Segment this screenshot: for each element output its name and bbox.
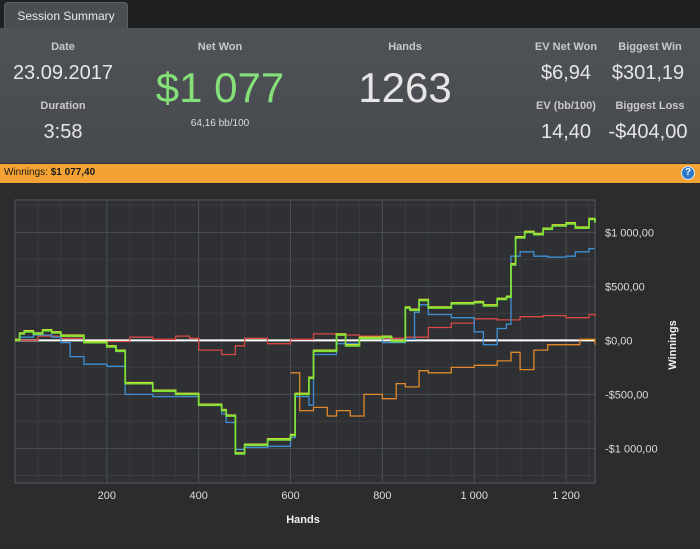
series-lines bbox=[15, 217, 596, 455]
winnings-value: $1 077,40 bbox=[50, 167, 96, 178]
x-tick-label: 200 bbox=[98, 490, 116, 502]
series-line-green bbox=[15, 218, 596, 455]
ev-net-won-label: EV Net Won bbox=[534, 41, 598, 53]
biggest-loss-label: Biggest Loss bbox=[615, 100, 685, 112]
ev-bb100-value: 14,40 bbox=[540, 121, 592, 143]
biggest-loss-value: -$404,00 bbox=[608, 121, 688, 143]
x-tick-label: 400 bbox=[190, 490, 208, 502]
winnings-bar: Winnings: $1 077,40 ? bbox=[0, 164, 700, 183]
net-won-bb100: 64,16 bb/100 bbox=[190, 118, 250, 129]
tab-bar: Session Summary bbox=[0, 0, 700, 28]
ev-net-won-value: $6,94 bbox=[540, 62, 592, 84]
x-axis-label: Hands bbox=[286, 514, 320, 526]
biggest-win-label: Biggest Win bbox=[618, 41, 682, 53]
series-line-blue bbox=[15, 247, 595, 451]
y-tick-label: $500,00 bbox=[605, 281, 645, 293]
tab-session-summary[interactable]: Session Summary bbox=[4, 2, 128, 28]
y-tick-label: -$1 000,00 bbox=[605, 443, 658, 455]
y-tick-label: $1 000,00 bbox=[605, 227, 654, 239]
biggest-win-value: $301,19 bbox=[611, 62, 685, 84]
series-line-orange bbox=[290, 338, 596, 417]
ev-bb100-label: EV (bb/100) bbox=[536, 100, 596, 112]
x-tick-label: 600 bbox=[281, 490, 299, 502]
winnings-chart-area: 200 400 600 800 1 000 1 200 $1 000,00 $500,00 $… bbox=[0, 183, 700, 544]
net-won-label: Net Won bbox=[197, 41, 243, 53]
hands-label: Hands bbox=[388, 41, 422, 53]
winnings-text: Winnings: $1 077,40 bbox=[4, 167, 95, 178]
hands-value: 1263 bbox=[358, 64, 452, 111]
x-tick-label: 1 200 bbox=[552, 490, 580, 502]
date-value: 23.09.2017 bbox=[12, 62, 114, 84]
x-axis-ticks: 200 400 600 800 1 000 1 200 bbox=[98, 490, 580, 502]
y-axis-label: Winnings bbox=[667, 320, 679, 369]
y-axis-ticks: $1 000,00 $500,00 $0,00 -$500,00 -$1 000,00 bbox=[605, 227, 658, 455]
duration-value: 3:58 bbox=[43, 121, 83, 143]
x-tick-label: 1 000 bbox=[460, 490, 488, 502]
session-summary-panel: Date 23.09.2017 Duration 3:58 Net Won $1… bbox=[0, 28, 700, 164]
date-label: Date bbox=[51, 41, 75, 53]
x-tick-label: 800 bbox=[373, 490, 391, 502]
y-tick-label: -$500,00 bbox=[605, 389, 648, 401]
y-tick-label: $0,00 bbox=[605, 335, 633, 347]
series-line-red bbox=[15, 313, 596, 356]
winnings-label: Winnings: bbox=[4, 167, 48, 178]
winnings-chart: 200 400 600 800 1 000 1 200 $1 000,00$500,00$… bbox=[14, 199, 679, 526]
net-won-value: $1 077 bbox=[155, 64, 285, 111]
help-icon[interactable]: ? bbox=[681, 166, 695, 180]
duration-label: Duration bbox=[40, 100, 86, 112]
